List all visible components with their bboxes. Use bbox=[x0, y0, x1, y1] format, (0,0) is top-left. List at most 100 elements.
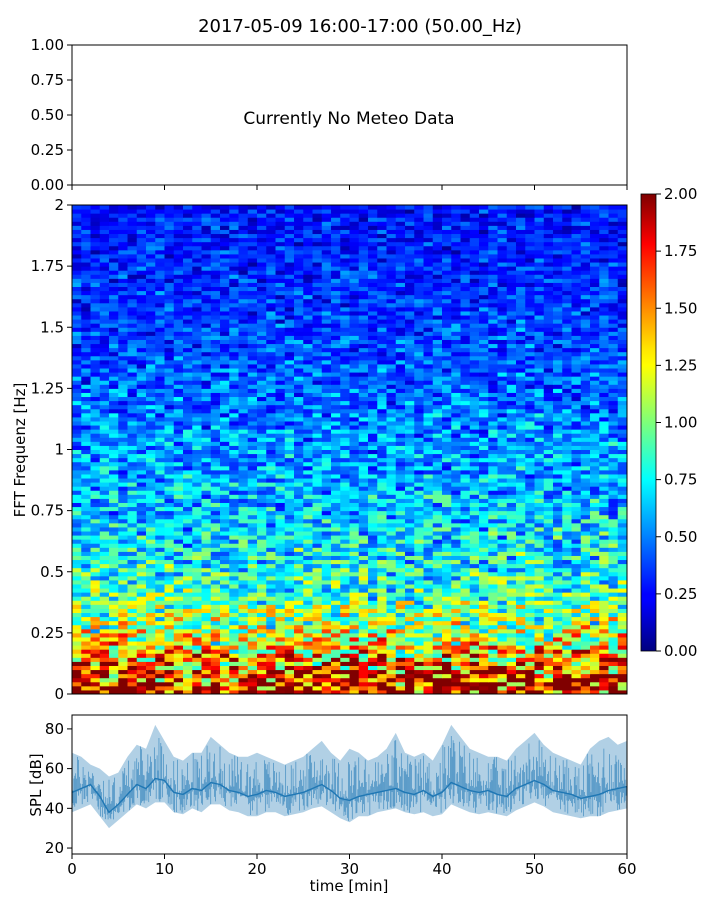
heatmap-cell bbox=[284, 616, 295, 622]
heatmap-cell bbox=[155, 437, 165, 442]
heatmap-cell bbox=[90, 412, 101, 418]
heatmap-cell bbox=[488, 583, 498, 589]
heatmap-cell bbox=[294, 388, 304, 393]
heatmap-cell bbox=[479, 526, 489, 532]
heatmap-cell bbox=[266, 388, 276, 393]
heatmap-cell bbox=[109, 689, 119, 695]
heatmap-cell bbox=[580, 461, 591, 467]
heatmap-cell bbox=[479, 469, 489, 475]
heatmap-cell bbox=[303, 575, 313, 581]
heatmap-cell bbox=[164, 685, 175, 691]
heatmap-cell bbox=[423, 608, 434, 613]
heatmap-cell bbox=[312, 510, 323, 516]
heatmap-cell bbox=[516, 689, 526, 695]
heatmap-cell bbox=[331, 392, 341, 398]
heatmap-cell bbox=[109, 400, 119, 406]
heatmap-cell bbox=[423, 437, 434, 442]
heatmap-cell bbox=[377, 526, 387, 532]
heatmap-cell bbox=[210, 657, 221, 662]
heatmap-cell bbox=[405, 384, 415, 389]
heatmap-cell bbox=[608, 408, 619, 414]
heatmap-cell bbox=[257, 461, 267, 467]
heatmap-cell bbox=[99, 526, 110, 532]
heatmap-cell bbox=[562, 596, 572, 601]
heatmap-cell bbox=[414, 563, 424, 569]
heatmap-cell bbox=[146, 473, 156, 479]
heatmap-cell bbox=[238, 522, 249, 528]
heatmap-cell bbox=[488, 685, 498, 691]
heatmap-cell bbox=[340, 429, 350, 434]
heatmap-cell bbox=[164, 445, 175, 450]
heatmap-cell bbox=[192, 518, 202, 524]
heatmap-cell bbox=[497, 608, 508, 613]
heatmap-cell bbox=[553, 425, 563, 430]
heatmap-cell bbox=[127, 657, 138, 662]
heatmap-cell bbox=[192, 425, 202, 430]
heatmap-cell bbox=[229, 469, 239, 475]
heatmap-cell bbox=[118, 469, 128, 475]
heatmap-cell bbox=[553, 559, 563, 565]
heatmap-cell bbox=[608, 579, 619, 585]
heatmap-cell bbox=[497, 575, 508, 581]
heatmap-cell bbox=[377, 583, 387, 589]
heatmap-cell bbox=[275, 531, 286, 536]
heatmap-cell bbox=[405, 571, 415, 577]
heatmap-cell bbox=[395, 571, 406, 577]
heatmap-cell bbox=[146, 514, 156, 520]
heatmap-cell bbox=[553, 376, 563, 381]
heatmap-cell bbox=[192, 531, 202, 536]
heatmap-cell bbox=[164, 502, 175, 508]
heatmap-cell bbox=[201, 502, 212, 508]
heatmap-cell bbox=[155, 665, 165, 671]
heatmap-cell bbox=[488, 506, 498, 512]
heatmap-cell bbox=[210, 469, 221, 475]
heatmap-cell bbox=[479, 490, 489, 495]
heatmap-cell bbox=[534, 669, 545, 675]
heatmap-cell bbox=[247, 498, 258, 503]
heatmap-cell bbox=[294, 592, 304, 597]
heatmap-cell bbox=[460, 490, 471, 495]
heatmap-cell bbox=[516, 596, 526, 601]
heatmap-cell bbox=[275, 404, 286, 410]
heatmap-cell bbox=[312, 445, 323, 450]
heatmap-cell bbox=[488, 669, 498, 675]
heatmap-cell bbox=[183, 543, 193, 548]
heatmap-cell bbox=[210, 416, 221, 422]
heatmap-cell bbox=[358, 490, 369, 495]
heatmap-cell bbox=[238, 482, 249, 487]
heatmap-cell bbox=[488, 559, 498, 565]
heatmap-cell bbox=[247, 685, 258, 691]
heatmap-cell bbox=[395, 400, 406, 406]
heatmap-cell bbox=[506, 685, 517, 691]
heatmap-cell bbox=[469, 555, 480, 561]
heatmap-cell bbox=[257, 416, 267, 422]
heatmap-cell bbox=[608, 416, 619, 422]
heatmap-cell bbox=[284, 469, 295, 475]
heatmap-cell bbox=[257, 425, 267, 430]
heatmap-cell bbox=[543, 526, 554, 532]
heatmap-cell bbox=[608, 685, 619, 691]
heatmap-cell bbox=[553, 416, 563, 422]
heatmap-cell bbox=[220, 486, 230, 491]
heatmap-cell bbox=[479, 624, 489, 630]
heatmap-cell bbox=[340, 388, 350, 393]
heatmap-cell bbox=[72, 388, 82, 393]
heatmap-cell bbox=[201, 473, 212, 479]
heatmap-cell bbox=[580, 677, 591, 683]
heatmap-cell bbox=[247, 539, 258, 544]
heatmap-cell bbox=[136, 372, 147, 377]
heatmap-cell bbox=[210, 449, 221, 455]
heatmap-cell bbox=[127, 388, 138, 393]
heatmap-cell bbox=[395, 502, 406, 508]
heatmap-cell bbox=[164, 620, 175, 626]
heatmap-cell bbox=[284, 592, 295, 597]
heatmap-cell bbox=[238, 404, 249, 410]
heatmap-cell bbox=[562, 510, 572, 516]
heatmap-cell bbox=[72, 494, 82, 499]
heatmap-cell bbox=[312, 518, 323, 524]
heatmap-cell bbox=[442, 669, 452, 675]
heatmap-cell bbox=[525, 567, 535, 573]
heatmap-cell bbox=[155, 453, 165, 459]
heatmap-cell bbox=[303, 518, 313, 524]
heatmap-cell bbox=[136, 563, 147, 569]
